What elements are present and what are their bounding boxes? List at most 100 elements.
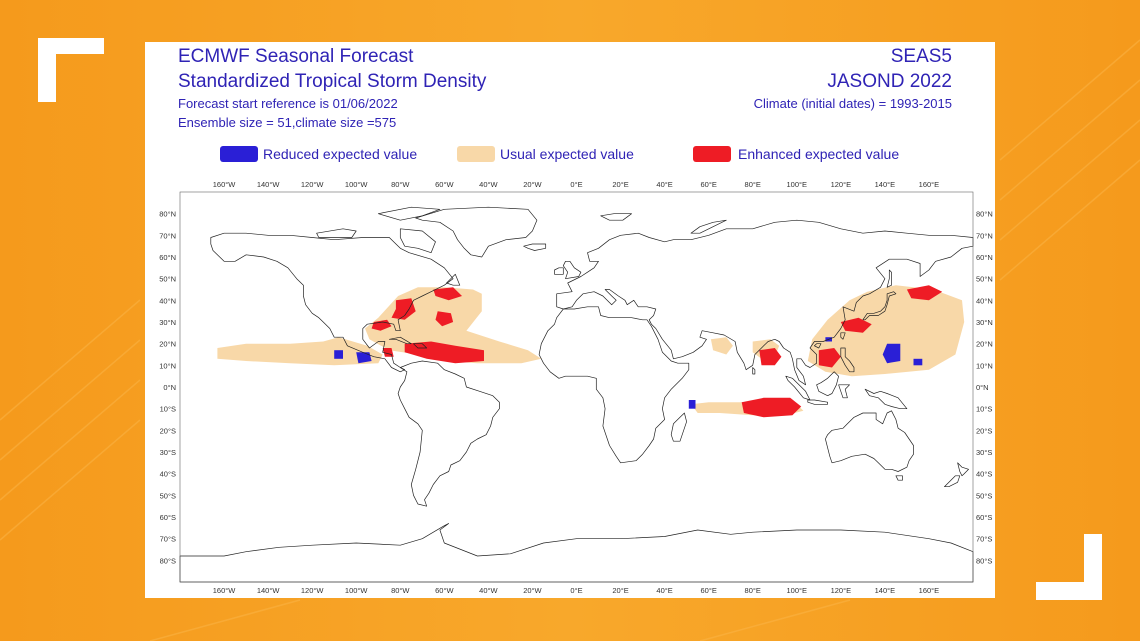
ensemble-size: Ensemble size = 51,climate size =575 [178, 115, 397, 130]
lat-tick-label: 70°S [160, 535, 176, 544]
land-tasmania [895, 475, 903, 481]
region-east-pacific-reduced-2 [356, 352, 372, 364]
lat-tick-label: 80°N [159, 210, 176, 219]
land-taiwan [840, 332, 846, 340]
legend-swatch-reduced [220, 146, 258, 162]
lat-tick-label: 0°N [163, 383, 176, 392]
land-sakhalin [886, 269, 892, 288]
region-philippine-sea-enhanced-north [840, 317, 872, 333]
lon-tick-label: 140°W [257, 180, 281, 189]
lat-tick-label: 40°S [160, 470, 176, 479]
lat-tick-label: 80°S [976, 556, 992, 565]
lat-tick-label: 20°S [976, 426, 992, 435]
lat-tick-label: 20°N [159, 340, 176, 349]
land-hispaniola [413, 343, 428, 349]
lon-tick-label: 0°E [570, 180, 582, 189]
lat-tick-label: 80°N [976, 210, 993, 219]
land-sri-lanka [752, 367, 756, 375]
lon-tick-label: 40°W [479, 586, 498, 595]
land-new-zealand-south [944, 475, 961, 488]
land-japan [862, 291, 897, 321]
legend-label-usual: Usual expected value [500, 146, 634, 162]
legend-swatch-enhanced [693, 146, 731, 162]
title-line-2: Standardized Tropical Storm Density [178, 71, 487, 92]
land-sumatra [785, 375, 811, 401]
lat-tick-label: 30°N [159, 318, 176, 327]
lat-tick-label: 20°S [160, 426, 176, 435]
longitude-ticks-bottom: 160°W 140°W 120°W 100°W 80°W 60°W 40°W 20°W 0°E 2… [213, 586, 939, 595]
land-borneo [816, 371, 839, 397]
lat-tick-label: 30°N [976, 318, 993, 327]
lat-tick-label: 20°N [976, 340, 993, 349]
lon-tick-label: 120°E [831, 586, 852, 595]
land-svalbard [600, 213, 632, 221]
region-south-indian-enhanced [741, 397, 802, 418]
lat-tick-label: 10°S [160, 405, 176, 414]
top-left-bracket [38, 38, 104, 102]
region-south-indian-reduced [688, 400, 696, 409]
region-atlantic-enhanced-north [433, 287, 462, 301]
storm-density-regions [217, 285, 965, 418]
region-arabian-sea-usual [710, 337, 733, 355]
land-new-guinea [864, 388, 908, 410]
lon-tick-label: 40°E [656, 586, 672, 595]
lon-tick-label: 140°E [875, 180, 896, 189]
land-uk [562, 260, 582, 280]
region-bay-of-bengal-enhanced [759, 348, 782, 366]
lat-tick-label: 30°S [160, 448, 176, 457]
land-java [807, 399, 828, 405]
lon-tick-label: 60°E [700, 180, 716, 189]
lat-tick-label: 40°S [976, 470, 992, 479]
lat-tick-label: 0°N [976, 383, 989, 392]
land-newfoundland [446, 273, 461, 286]
land-ellesmere-island [377, 206, 441, 221]
land-novaya-zemlya [690, 219, 727, 234]
land-antarctica [179, 523, 974, 583]
system-label: SEAS5 [890, 46, 952, 67]
land-victoria-island [316, 228, 357, 238]
lat-tick-label: 50°S [160, 491, 176, 500]
latitude-ticks-right: 80°N 70°N 60°N 50°N 40°N 30°N 20°N 10°N 0°N 10°S 2… [976, 210, 993, 566]
lat-tick-label: 60°N [159, 253, 176, 262]
lon-tick-label: 0°E [570, 586, 582, 595]
lon-tick-label: 40°E [656, 180, 672, 189]
lat-tick-label: 30°S [976, 448, 992, 457]
title-line-1: ECMWF Seasonal Forecast [178, 46, 414, 67]
region-atlantic-enhanced-west [391, 298, 416, 320]
region-east-pacific-usual [217, 337, 383, 366]
lat-tick-label: 80°S [160, 556, 176, 565]
region-south-china-sea-enhanced [818, 348, 841, 368]
lon-tick-label: 160°E [919, 180, 940, 189]
period-label: JASOND 2022 [827, 71, 952, 92]
region-mdr-enhanced [404, 341, 484, 364]
lat-tick-label: 40°N [976, 296, 993, 305]
lon-tick-label: 120°E [831, 180, 852, 189]
coastlines [179, 206, 974, 583]
lon-tick-label: 100°W [345, 586, 369, 595]
lon-tick-label: 160°W [213, 180, 237, 189]
forecast-map-panel: ECMWF Seasonal Forecast Standardized Tro… [145, 42, 995, 598]
land-new-zealand-north [957, 462, 969, 477]
land-africa [538, 306, 690, 464]
lat-tick-label: 50°S [976, 491, 992, 500]
land-australia [825, 410, 914, 472]
lon-tick-label: 80°E [745, 180, 761, 189]
lon-tick-label: 80°E [745, 586, 761, 595]
climate-dates: Climate (initial dates) = 1993-2015 [753, 96, 952, 111]
land-ireland [554, 267, 564, 275]
lon-tick-label: 40°W [479, 180, 498, 189]
lon-tick-label: 80°W [391, 180, 410, 189]
region-west-pacific-enhanced-ne [906, 285, 943, 301]
lon-tick-label: 20°W [523, 586, 542, 595]
legend-swatch-usual [457, 146, 495, 162]
map-frame [179, 191, 974, 583]
region-west-pacific-reduced [882, 343, 901, 364]
land-hainan [814, 343, 822, 349]
lon-tick-label: 140°E [875, 586, 896, 595]
land-madagascar [670, 412, 687, 442]
lon-tick-label: 120°W [301, 586, 325, 595]
region-east-pacific-reduced-1 [334, 350, 343, 359]
region-west-pacific-reduced-small [913, 358, 923, 366]
land-north-america [210, 232, 454, 373]
lat-tick-label: 50°N [976, 275, 993, 284]
